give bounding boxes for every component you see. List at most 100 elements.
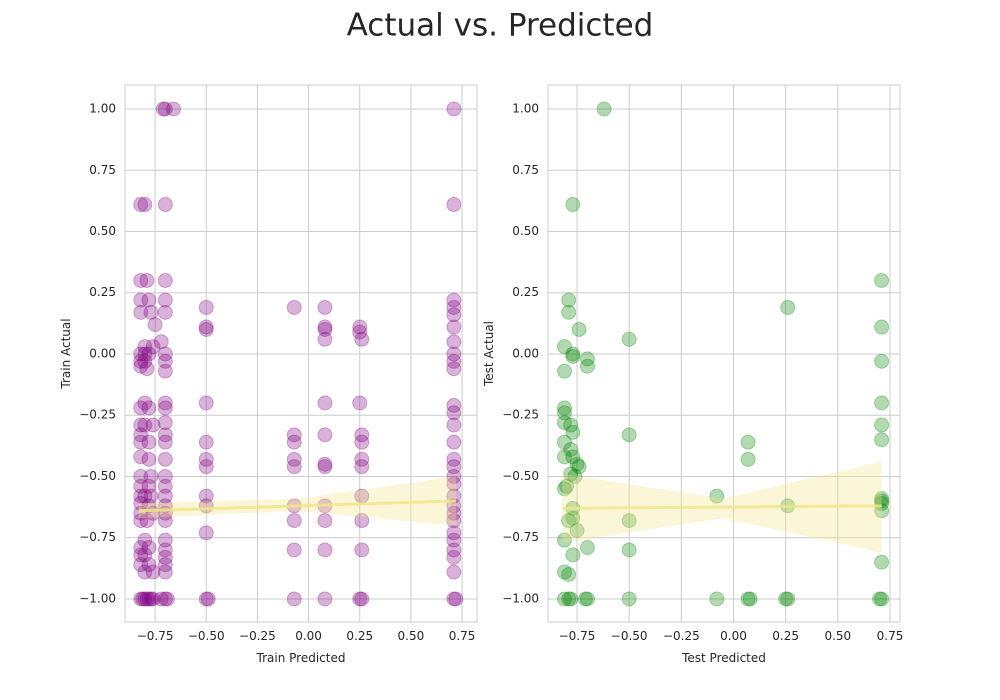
point <box>133 488 149 504</box>
point <box>565 424 581 440</box>
point <box>556 481 572 497</box>
x-axis-label: Train Predicted <box>256 651 346 665</box>
y-tick-label: 0.75 <box>89 163 116 177</box>
x-tick-label: −0.25 <box>663 629 700 643</box>
point <box>569 522 585 538</box>
point <box>446 564 462 580</box>
point <box>448 591 464 607</box>
point <box>133 292 149 308</box>
point <box>153 591 169 607</box>
point <box>556 405 572 421</box>
point <box>354 427 370 443</box>
y-tick-label: 0.00 <box>89 346 116 360</box>
y-axis-label: Test Actual <box>482 321 496 387</box>
point <box>874 395 890 411</box>
point <box>198 321 214 337</box>
marks <box>133 101 464 607</box>
x-tick-label: 0.75 <box>877 629 904 643</box>
x-tick-label: 0.50 <box>398 629 425 643</box>
point <box>286 299 302 315</box>
point <box>137 488 153 504</box>
point <box>874 272 890 288</box>
y-tick-label: 0.50 <box>89 224 116 238</box>
point <box>874 491 890 507</box>
point <box>286 459 302 475</box>
point <box>137 346 153 362</box>
point <box>317 542 333 558</box>
point <box>137 417 153 433</box>
point <box>740 451 756 467</box>
y-tick-label: −0.75 <box>502 530 539 544</box>
point <box>559 478 575 494</box>
point <box>446 513 462 529</box>
point <box>198 395 214 411</box>
point <box>133 591 149 607</box>
y-tick-label: 0.75 <box>512 163 539 177</box>
y-tick-label: −0.50 <box>79 469 116 483</box>
point <box>317 427 333 443</box>
point <box>286 542 302 558</box>
point <box>563 591 579 607</box>
y-tick-label: 0.25 <box>89 285 116 299</box>
point <box>157 532 173 548</box>
point <box>571 321 587 337</box>
y-tick-label: −0.25 <box>79 408 116 422</box>
point <box>141 434 157 450</box>
point <box>141 557 157 573</box>
point <box>596 101 612 117</box>
point <box>446 101 462 117</box>
point <box>354 331 370 347</box>
point <box>621 513 637 529</box>
point <box>133 434 149 450</box>
point <box>141 451 157 467</box>
point <box>579 351 595 367</box>
point <box>446 459 462 475</box>
x-tick-label: −0.75 <box>137 629 174 643</box>
point <box>157 272 173 288</box>
x-tick-label: 0.25 <box>772 629 799 643</box>
point <box>133 478 149 494</box>
point <box>157 513 173 529</box>
point <box>579 540 595 556</box>
point <box>157 564 173 580</box>
point <box>577 591 593 607</box>
point <box>354 459 370 475</box>
point <box>137 547 153 563</box>
point <box>157 557 173 573</box>
x-tick-label: 0.50 <box>824 629 851 643</box>
point <box>145 591 161 607</box>
point <box>139 513 155 529</box>
point <box>556 339 572 355</box>
point <box>567 468 583 484</box>
point <box>778 591 794 607</box>
x-tick-label: 0.25 <box>346 629 373 643</box>
point <box>286 513 302 529</box>
point <box>133 353 149 369</box>
point <box>198 434 214 450</box>
point <box>139 591 155 607</box>
point <box>556 400 572 416</box>
point <box>446 505 462 521</box>
point <box>157 304 173 320</box>
point <box>137 591 153 607</box>
point <box>354 451 370 467</box>
point <box>874 554 890 570</box>
point <box>157 346 173 362</box>
point <box>446 346 462 362</box>
point <box>198 459 214 475</box>
point <box>317 331 333 347</box>
point <box>556 434 572 450</box>
point <box>157 478 173 494</box>
point <box>446 334 462 350</box>
point <box>579 358 595 374</box>
point <box>317 456 333 472</box>
point <box>446 405 462 421</box>
point <box>157 101 173 117</box>
y-tick-label: 0.50 <box>512 224 539 238</box>
point <box>352 395 368 411</box>
x-tick-label: 0.00 <box>295 629 322 643</box>
point <box>139 272 155 288</box>
point <box>143 304 159 320</box>
point <box>874 417 890 433</box>
